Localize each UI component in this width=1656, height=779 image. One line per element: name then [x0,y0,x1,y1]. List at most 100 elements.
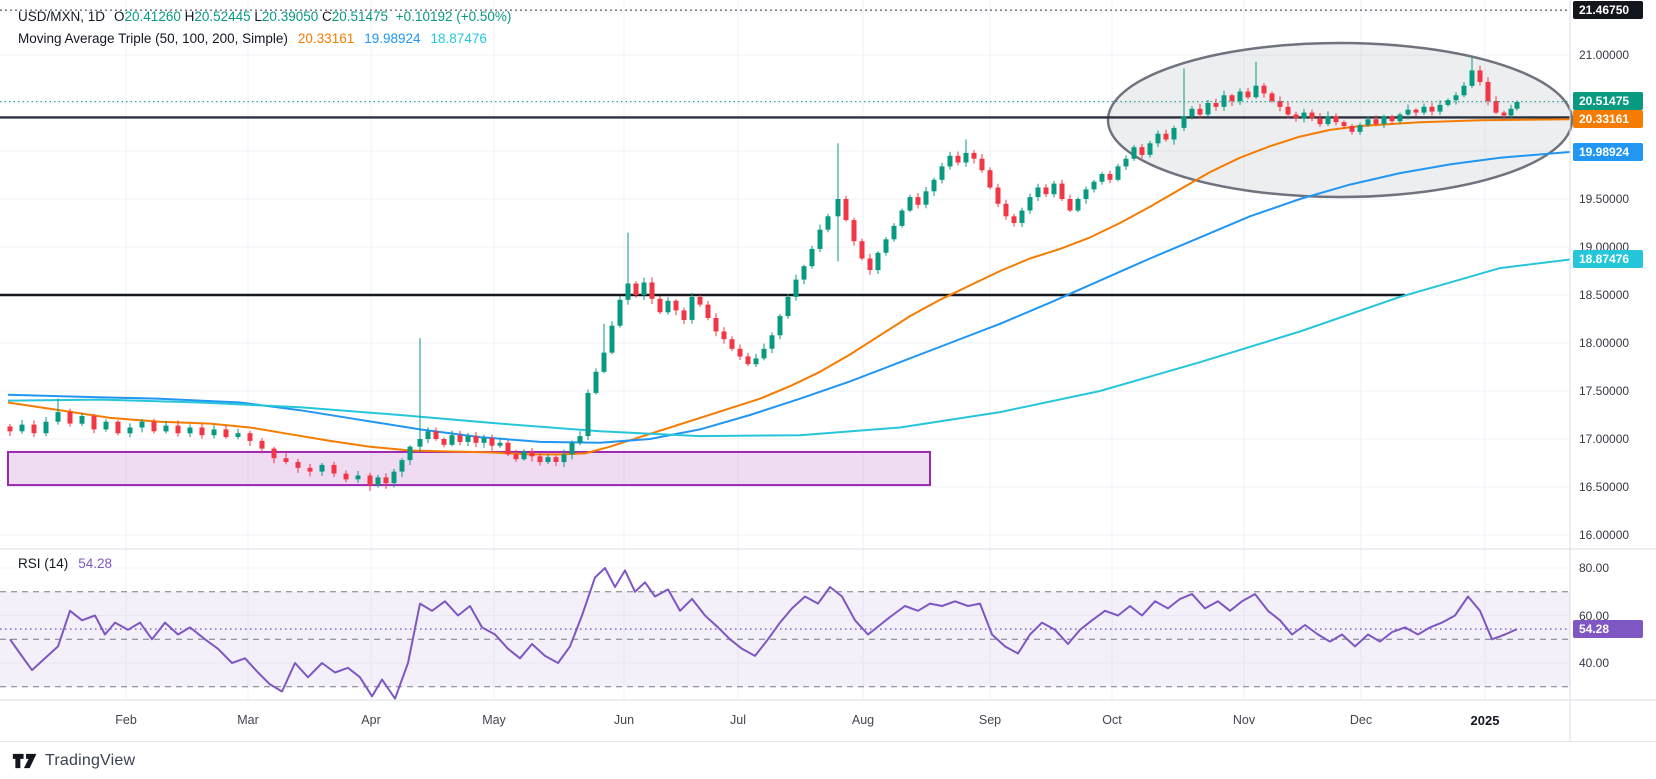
time-tick-2025[interactable]: 2025 [1470,713,1500,728]
time-tick-jul[interactable]: Jul [730,713,746,727]
candle-body [1019,210,1025,223]
time-tick-sep[interactable]: Sep [978,713,1002,727]
candle-body [115,421,121,434]
ohlc-values: O20.41260 H20.52445 L20.39050 C20.51475 [114,9,392,24]
price-tick-label: 17.50000 [1579,384,1630,398]
candle-body [1461,85,1467,96]
candle-body [235,433,241,437]
time-tick-aug[interactable]: Aug [851,713,875,727]
time-tick-feb[interactable]: Feb [115,713,137,727]
candle-body [1171,128,1177,140]
price-tick-label: 18.00000 [1579,336,1630,350]
sma-100-line[interactable] [7,151,1571,444]
candle-body [1131,147,1137,159]
candle-body [7,426,13,432]
rsi-line[interactable] [9,567,1518,700]
time-tick-jun[interactable]: Jun [613,713,635,727]
time-tick-may[interactable]: May [482,713,506,727]
rsi-tick-label: 80.00 [1579,561,1610,575]
candle-body [1493,101,1499,113]
sma-50-line[interactable] [7,118,1571,456]
candle-body [553,457,559,462]
time-axis[interactable]: Feb Mar Apr May Jun Jul Aug Sep Oct Nov Dec 2025 [0,700,1656,741]
candle-body [1099,174,1105,182]
candle-body [283,458,289,462]
candle-body [1508,108,1514,116]
candle-body [649,282,655,299]
candle-body [1067,199,1073,211]
rsi-title[interactable]: RSI (14) [18,556,69,571]
candle-body [417,439,423,447]
candles-series[interactable] [7,57,1520,491]
candle-body [187,427,193,434]
ohlc-value: 20.39050 [261,8,322,24]
time-tick-mar[interactable]: Mar [237,713,259,727]
candle-body [545,457,551,462]
sma-200-line[interactable] [7,258,1571,438]
candle-body [1147,143,1153,155]
candle-body [247,433,253,441]
price-axis[interactable]: 21.00000 19.50000 19.00000 18.50000 18.00000… [1570,0,1656,741]
candle-body [923,191,929,205]
ellipse-highlight[interactable] [1106,41,1574,199]
price-badge: 18.87476 [1573,249,1643,268]
candle-body [481,438,487,443]
candle-body [1445,100,1451,105]
candle-body [55,412,61,422]
time-tick-oct[interactable]: Oct [1102,713,1122,727]
symbol-title[interactable]: USD/MXN, 1D [18,8,106,24]
candle-body [1011,216,1017,223]
price-tick-label: 16.00000 [1579,528,1630,542]
candle-body [593,371,599,393]
time-tick-apr[interactable]: Apr [361,713,381,727]
candle-body [199,427,205,436]
candle-body [1197,108,1203,115]
ohlc-value: 20.41260 [124,8,185,24]
ohlc-key: C [321,8,332,24]
candle-body [175,425,181,434]
candle-body [971,152,977,159]
candle-body [211,429,217,436]
candle-body [809,248,815,267]
candle-body [609,325,615,353]
candle-body [521,451,527,460]
candle-body [1309,112,1315,119]
tradingview-logo-icon[interactable] [12,751,38,771]
candle-body [473,436,479,443]
ohlc-value: 20.52445 [194,8,255,24]
candle-body [851,220,857,242]
candle-body [1115,166,1121,180]
chart-plot-area[interactable] [0,0,1656,741]
candle-body [931,179,937,192]
ma-value: 19.98924 [364,30,421,46]
candle-body [817,229,823,249]
chart-canvas[interactable] [0,0,1656,741]
time-tick-dec[interactable]: Dec [1349,713,1373,727]
candle-body [561,454,567,463]
tradingview-brand[interactable]: TradingView [45,751,136,769]
candle-body [577,436,583,443]
candle-body [343,473,349,480]
candle-body [43,421,49,434]
candle-body [1091,181,1097,190]
candle-body [713,318,719,332]
candle-body [907,197,913,211]
rsi-legend-row: RSI (14) 54.28 [18,556,112,571]
candle-body [407,446,413,461]
time-tick-nov[interactable]: Nov [1232,713,1256,727]
price-tick-label: 21.00000 [1579,48,1630,62]
indicator-title[interactable]: Moving Average Triple (50, 100, 200, Sim… [18,30,288,46]
candle-body [1469,70,1475,86]
candle-body [1107,174,1113,180]
candle-body [1205,103,1211,115]
candle-body [1365,119,1371,126]
support-zone-rect[interactable] [7,450,931,487]
candle-body [875,252,881,271]
price-tick-label: 17.00000 [1579,432,1630,446]
candle-body [891,225,897,240]
candle-body [601,352,607,372]
candle-body [331,464,337,474]
candle-body [1237,91,1243,102]
price-badge: 20.51475 [1573,92,1643,111]
candle-body [1341,122,1347,126]
